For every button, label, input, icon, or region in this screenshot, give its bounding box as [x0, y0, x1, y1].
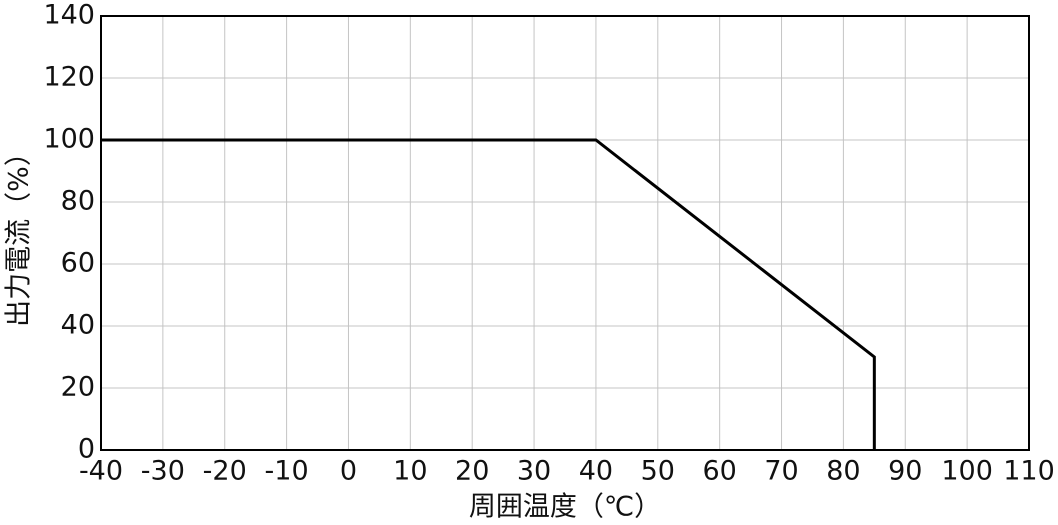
x-tick-label: 10 — [393, 456, 427, 487]
y-tick-label: 40 — [61, 310, 95, 341]
y-tick-label: 20 — [61, 372, 95, 403]
data-line — [101, 138, 876, 450]
x-tick-label: 40 — [579, 456, 613, 487]
plot-frame — [100, 15, 1030, 451]
x-axis-label: 周囲温度（℃） — [469, 492, 661, 523]
y-tick-label: 140 — [43, 0, 95, 31]
x-tick-label: -30 — [141, 456, 185, 487]
x-tick-label: 80 — [826, 456, 860, 487]
x-tick-label: 70 — [764, 456, 798, 487]
y-tick-label: 120 — [43, 62, 95, 93]
x-tick-label: -20 — [203, 456, 247, 487]
x-tick-label: 30 — [517, 456, 551, 487]
x-tick-label: -10 — [265, 456, 309, 487]
x-tick-label: 110 — [1003, 456, 1055, 487]
x-tick-label: 90 — [888, 456, 922, 487]
x-tick-label: 60 — [702, 456, 736, 487]
y-axis-label: 出力電流（%） — [4, 139, 35, 327]
x-tick-label: 50 — [641, 456, 675, 487]
y-tick-label: 0 — [78, 434, 95, 465]
x-tick-label: 20 — [455, 456, 489, 487]
x-tick-label: -40 — [79, 456, 123, 487]
y-tick-label: 60 — [61, 248, 95, 279]
x-tick-label: 100 — [941, 456, 993, 487]
y-tick-label: 80 — [61, 186, 95, 217]
y-tick-label: 100 — [43, 124, 95, 155]
x-tick-label: 0 — [340, 456, 357, 487]
